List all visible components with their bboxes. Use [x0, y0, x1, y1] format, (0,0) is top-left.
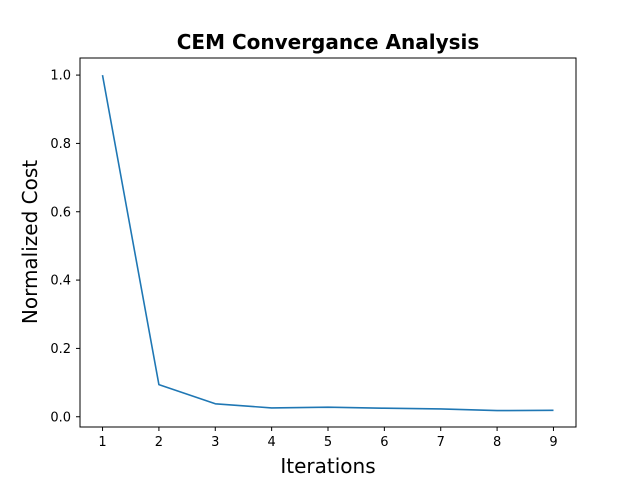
y-tick-label: 0.8 [50, 137, 71, 152]
x-tick-label: 3 [211, 435, 219, 450]
y-tick-label: 0.4 [50, 274, 71, 289]
axis-ticks: 1 2 3 4 5 6 7 8 9 0.0 0.2 0.4 0.6 0.8 1.0 [50, 69, 557, 450]
x-tick-label: 5 [324, 435, 332, 450]
x-tick-label: 1 [98, 435, 106, 450]
x-tick-label: 2 [155, 435, 163, 450]
y-axis-label: Normalized Cost [18, 160, 42, 324]
x-tick-label: 6 [380, 435, 388, 450]
y-tick-label: 0.0 [50, 410, 71, 425]
series-line [101, 74, 554, 412]
y-tick-label: 1.0 [50, 69, 71, 84]
chart-title: CEM Convergance Analysis [177, 30, 480, 54]
x-tick-label: 8 [493, 435, 501, 450]
plot-frame [79, 57, 577, 428]
y-tick-label: 0.6 [50, 205, 71, 220]
series-group [101, 74, 554, 412]
x-tick-label: 9 [549, 435, 557, 450]
x-axis-label: Iterations [280, 454, 375, 478]
x-tick-label: 7 [437, 435, 445, 450]
x-tick-label: 4 [267, 435, 275, 450]
y-tick-label: 0.2 [50, 342, 71, 357]
